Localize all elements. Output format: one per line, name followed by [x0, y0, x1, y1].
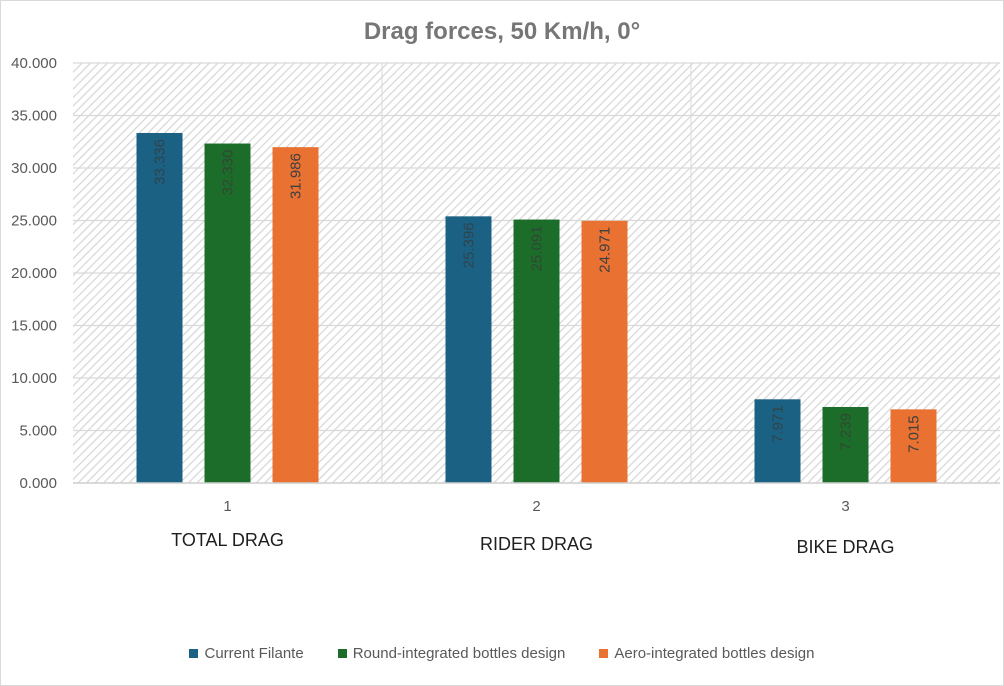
- y-tick-label: 0.000: [19, 475, 57, 492]
- data-label: 7.239: [838, 413, 855, 451]
- bar: [581, 220, 628, 483]
- y-tick-label: 15.000: [11, 318, 57, 335]
- legend-label: Current Filante: [204, 645, 304, 662]
- legend-item-round-integrated[interactable]: Round-integrated bottles design: [337, 645, 566, 662]
- y-tick-label: 30.000: [11, 160, 57, 177]
- x-tick-label: 3: [841, 498, 849, 515]
- bar: [513, 219, 560, 483]
- data-label: 32.330: [220, 150, 237, 196]
- legend-swatch: [337, 649, 347, 658]
- bar: [445, 216, 492, 484]
- legend-swatch: [189, 649, 199, 658]
- legend-item-aero-integrated[interactable]: Aero-integrated bottles design: [599, 645, 815, 662]
- data-label: 24.971: [597, 227, 614, 273]
- legend-label: Round-integrated bottles design: [352, 645, 566, 662]
- y-tick-label: 35.000: [11, 108, 57, 125]
- y-tick-label: 5.000: [19, 423, 57, 440]
- data-label: 33.336: [152, 139, 169, 185]
- x-tick-label: 2: [532, 498, 540, 515]
- category-label: RIDER DRAG: [480, 534, 593, 554]
- bar: [272, 147, 319, 483]
- legend: Current Filante Round-integrated bottles…: [0, 645, 1004, 662]
- data-label: 25.396: [461, 222, 478, 268]
- bar: [822, 406, 869, 483]
- y-tick-label: 25.000: [11, 213, 57, 230]
- bar: [204, 143, 251, 483]
- data-label: 7.971: [770, 405, 787, 443]
- data-label: 7.015: [906, 415, 923, 453]
- legend-swatch: [599, 649, 609, 658]
- category-label: BIKE DRAG: [796, 537, 894, 557]
- category-label: TOTAL DRAG: [171, 530, 284, 550]
- data-label: 31.986: [288, 153, 305, 199]
- chart-title: Drag forces, 50 Km/h, 0°: [363, 18, 641, 45]
- bar: [136, 132, 183, 484]
- legend-label: Aero-integrated bottles design: [614, 645, 815, 662]
- legend-item-current-filante[interactable]: Current Filante: [189, 645, 304, 662]
- data-label: 25.091: [529, 226, 546, 272]
- bar: [890, 409, 937, 483]
- y-tick-label: 10.000: [11, 370, 57, 387]
- y-tick-label: 20.000: [11, 265, 57, 282]
- x-tick-label: 1: [223, 498, 231, 515]
- bar: [754, 399, 801, 483]
- y-tick-label: 40.000: [11, 55, 57, 72]
